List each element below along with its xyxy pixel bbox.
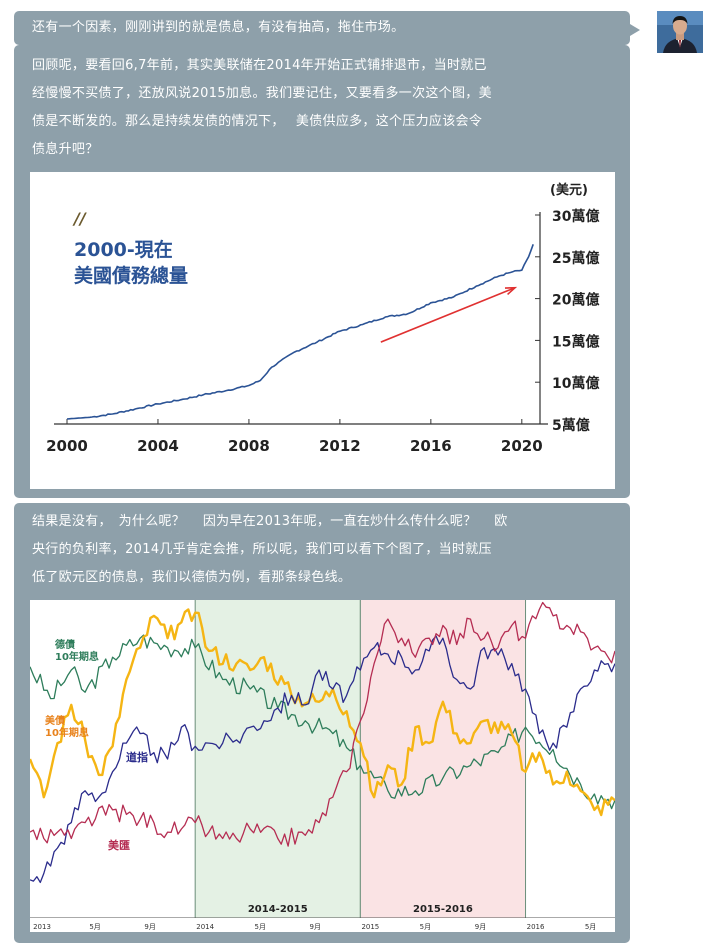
series-line-dow: [29, 635, 616, 884]
message-line: 央行的负利率，2014几乎肯定会推，所以呢，我们可以看下个图了，当时就压: [32, 542, 492, 557]
x-tick-label: 2000: [46, 437, 88, 455]
x-tick-label: 2016: [410, 437, 452, 455]
period-label: 2014-2015: [248, 904, 308, 915]
period-label: 2015-2016: [413, 904, 473, 915]
y-tick-label: 10萬億: [552, 375, 599, 392]
message-text-2: 回顾呢，要看回6,7年前，其实美联储在2014年开始正式铺排退市，当时就已 经慢…: [14, 45, 630, 164]
chart-title-line2: 美國債務總量: [74, 264, 188, 287]
message-line: 债是不断发的。那么是持续发债的情况下， 美债供应多，这个压力应该会令: [32, 114, 483, 129]
legend-usd: 美匯: [108, 838, 130, 852]
chart-unit-label: (美元): [550, 182, 588, 198]
chart-title-mark: //: [72, 209, 87, 228]
debt-chart: // 2000-現在 美國債務總量 (美元) 30萬億 25萬億 20萬億 15萬億 1…: [46, 182, 599, 455]
y-tick-label: 30萬億: [552, 208, 599, 225]
x-tick-label: 2008: [228, 437, 270, 455]
legend-bund-line1: 德債: [54, 638, 75, 651]
markets-chart: 2014-2015 2015-2016 德債 10年期息 美債 10年期息 道指 …: [28, 600, 616, 932]
x-tick-label: 2004: [137, 437, 179, 455]
message-line: 经慢慢不买债了，还放风说2015加息。我们要记住，又要看多一次这个图，美: [32, 86, 492, 101]
y-tick-label: 5萬億: [552, 417, 590, 434]
x-tick-label: 2013: [33, 923, 51, 931]
chart-title-line1: 2000-現在: [74, 238, 173, 261]
avatar[interactable]: [657, 11, 703, 53]
y-tick-label: 25萬億: [552, 250, 599, 267]
trend-arrow: [380, 286, 516, 343]
x-tick-label: 2014: [196, 923, 214, 931]
legend-bund-line2: 10年期息: [55, 650, 99, 663]
legend-ust-line1: 美債: [45, 714, 65, 727]
markets-chart-panel: 2014-2015 2015-2016 德債 10年期息 美債 10年期息 道指 …: [28, 600, 616, 932]
y-tick-label: 20萬億: [552, 292, 599, 309]
message-line: 回顾呢，要看回6,7年前，其实美联储在2014年开始正式铺排退市，当时就已: [32, 58, 487, 73]
x-tick-label: 9月: [144, 923, 155, 931]
period-band: [195, 600, 361, 918]
x-tick-label: 5月: [420, 923, 431, 931]
series-line-ust: [28, 608, 616, 817]
x-tick-label: 9月: [310, 923, 321, 931]
message-text-3: 结果是没有， 为什么呢？ 因为早在2013年呢，一直在炒什么传什么呢？ 欧 央行…: [14, 503, 630, 592]
x-tick-label: 5月: [255, 923, 266, 931]
debt-chart-panel: // 2000-現在 美國債務總量 (美元) 30萬億 25萬億 20萬億 15萬億 1…: [30, 172, 615, 489]
trend-arrow-head: [504, 286, 518, 296]
x-tick-label: 2015: [361, 923, 379, 931]
series-line-usd: [29, 601, 616, 847]
bubble-tail: [630, 24, 640, 36]
chat-bubble-1: 还有一个因素，刚刚讲到的就是债息，有没有抽高，拖住市场。: [14, 11, 630, 45]
y-tick-label: 15萬億: [552, 333, 599, 350]
message-line: 债息升吧？: [32, 142, 99, 157]
x-tick-label: 2020: [501, 437, 543, 455]
legend-dow: 道指: [126, 750, 148, 764]
x-tick-label: 2016: [527, 923, 545, 931]
message-text-1: 还有一个因素，刚刚讲到的就是债息，有没有抽高，拖住市场。: [32, 20, 405, 35]
x-tick-label: 5月: [89, 923, 100, 931]
x-axis-band: [30, 918, 615, 932]
x-tick-label: 2012: [319, 437, 361, 455]
x-tick-label: 5月: [585, 923, 596, 931]
person-avatar-icon: [657, 11, 703, 53]
debt-series-line: [66, 244, 534, 420]
series-line-bund: [29, 634, 616, 810]
message-line: 低了欧元区的债息，我们以德债为例，看那条绿色线。: [32, 570, 352, 585]
x-tick-label: 9月: [475, 923, 486, 931]
legend-ust-line2: 10年期息: [45, 726, 89, 739]
period-band: [360, 600, 526, 918]
message-line: 结果是没有， 为什么呢？ 因为早在2013年呢，一直在炒什么传什么呢？ 欧: [32, 514, 508, 529]
